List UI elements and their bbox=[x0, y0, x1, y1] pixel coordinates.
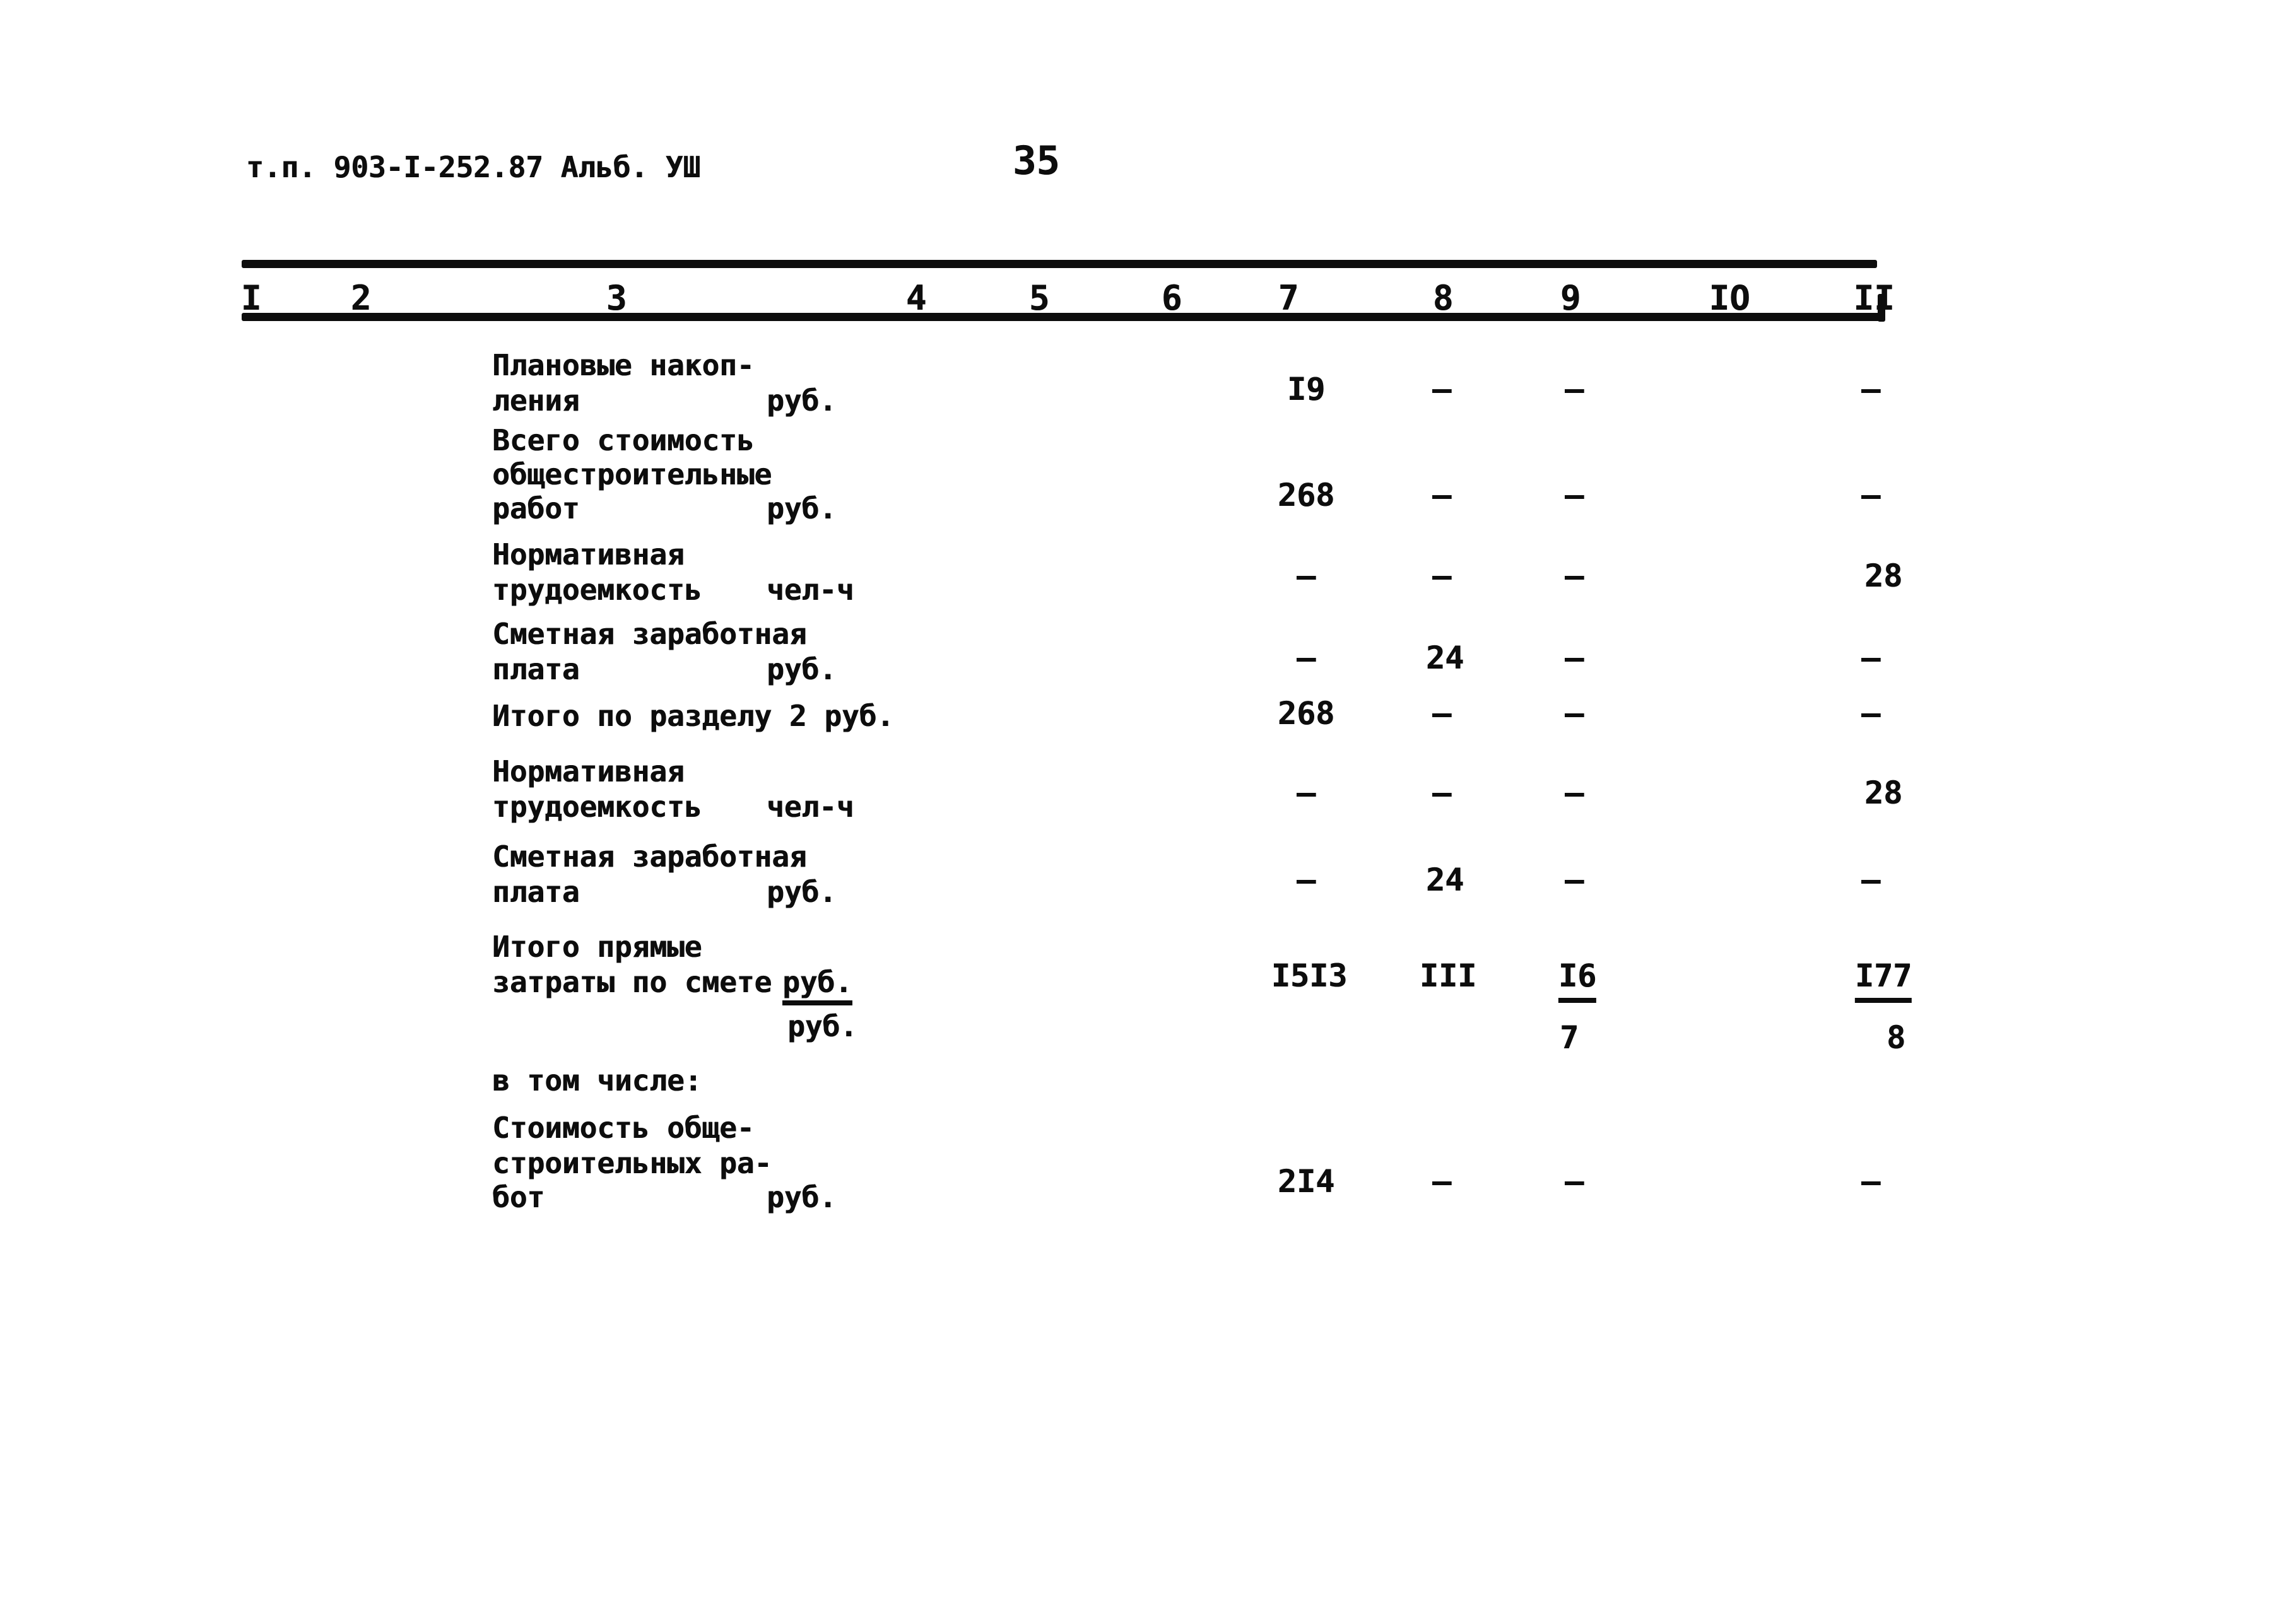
cell-col8: — bbox=[1432, 558, 1452, 594]
column-number-8: 8 bbox=[1432, 278, 1454, 318]
cell-col9: — bbox=[1564, 695, 1584, 732]
row-label-line: Всего стоимость bbox=[492, 423, 755, 457]
row-label-line: плата bbox=[492, 875, 580, 909]
row-unit: чел-ч bbox=[767, 790, 854, 824]
document-reference: т.п. 903-I-252.87 Альб. УШ bbox=[246, 150, 701, 184]
cell-col7: 268 bbox=[1277, 695, 1335, 732]
cell-col7: 268 bbox=[1277, 477, 1335, 513]
row-unit: руб. bbox=[767, 383, 837, 418]
column-number-4: 4 bbox=[905, 278, 927, 318]
cell-col11: 28 bbox=[1864, 775, 1903, 811]
row-label-line: трудоемкость bbox=[492, 573, 702, 607]
cell-col7: 2I4 bbox=[1277, 1163, 1335, 1200]
column-number-3: 3 bbox=[606, 278, 627, 318]
row-label-line: в том числе: bbox=[492, 1063, 702, 1098]
cell-col7: I5I3 bbox=[1271, 957, 1348, 994]
row-label-line: Нормативная bbox=[492, 537, 685, 571]
row-label-line: строительных ра- bbox=[492, 1146, 772, 1180]
cell-col7: — bbox=[1296, 862, 1316, 898]
cell-col7: — bbox=[1296, 558, 1316, 594]
row-unit: руб. bbox=[767, 491, 837, 525]
row-label-line: затраты по смете bbox=[492, 965, 772, 999]
cell-col9-numerator: I6 bbox=[1558, 960, 1597, 1003]
cell-col7: I9 bbox=[1286, 371, 1326, 407]
cell-col8: 24 bbox=[1425, 862, 1464, 898]
cell-col11-numerator: I77 bbox=[1854, 960, 1912, 1003]
row-label-line: Итого по разделу 2 руб. bbox=[492, 699, 894, 733]
cell-col9: — bbox=[1564, 1163, 1584, 1200]
cell-col8: — bbox=[1432, 695, 1452, 732]
column-number-9: 9 bbox=[1560, 278, 1581, 318]
column-number-11: II bbox=[1853, 278, 1895, 318]
cell-col9: — bbox=[1564, 862, 1584, 898]
row-unit: руб. bbox=[767, 1180, 837, 1214]
row-label-line: Нормативная bbox=[492, 754, 685, 788]
column-number-7: 7 bbox=[1278, 278, 1299, 318]
cell-col11: 28 bbox=[1864, 558, 1903, 594]
row-unit: чел-ч bbox=[767, 573, 854, 607]
cell-col11-denominator: 8 bbox=[1886, 1019, 1906, 1056]
row-label-line: общестроительные bbox=[492, 457, 772, 491]
cell-col8: — bbox=[1432, 371, 1452, 407]
row-label-line: плата bbox=[492, 652, 580, 686]
cell-col11: — bbox=[1861, 640, 1881, 676]
cell-col11: — bbox=[1861, 477, 1881, 513]
column-number-10: IO bbox=[1709, 278, 1750, 318]
table-header-bottom-rule bbox=[242, 313, 1882, 321]
cell-col11: — bbox=[1861, 695, 1881, 732]
cell-col8: 24 bbox=[1425, 640, 1464, 676]
column-number-6: 6 bbox=[1161, 278, 1182, 318]
row-unit: руб. bbox=[767, 875, 837, 909]
row-unit: руб. bbox=[767, 652, 837, 686]
row-label-line: Сметная заработная bbox=[492, 617, 807, 651]
cell-col8: — bbox=[1432, 477, 1452, 513]
cell-col9: — bbox=[1564, 640, 1584, 676]
table-top-rule bbox=[242, 260, 1877, 268]
row-unit-upper: руб. bbox=[782, 968, 852, 1005]
cell-col8: III bbox=[1419, 957, 1477, 994]
cell-col9: — bbox=[1564, 558, 1584, 594]
cell-col7: — bbox=[1296, 775, 1316, 811]
cell-col9: — bbox=[1564, 371, 1584, 407]
row-label-line: работ bbox=[492, 491, 580, 525]
cell-col8: — bbox=[1432, 1163, 1452, 1200]
row-label-line: бот bbox=[492, 1180, 545, 1214]
column-number-5: 5 bbox=[1028, 278, 1050, 318]
table-right-end-tick bbox=[1878, 294, 1885, 322]
cell-col11: — bbox=[1861, 1163, 1881, 1200]
cell-col9: — bbox=[1564, 775, 1584, 811]
column-number-1: I bbox=[240, 278, 262, 318]
cell-col9: — bbox=[1564, 477, 1584, 513]
row-label-line: трудоемкость bbox=[492, 790, 702, 824]
row-label-line: Итого прямые bbox=[492, 930, 702, 964]
cell-col8: — bbox=[1432, 775, 1452, 811]
row-label-line: Стоимость обще- bbox=[492, 1111, 755, 1145]
page-number: 35 bbox=[1013, 138, 1060, 184]
row-label-line: Плановые накоп- bbox=[492, 348, 755, 382]
row-label-line: ления bbox=[492, 383, 580, 418]
cell-col11: — bbox=[1861, 862, 1881, 898]
cell-col11: — bbox=[1861, 371, 1881, 407]
row-unit-lower: руб. bbox=[787, 1009, 857, 1043]
cell-col9-denominator: 7 bbox=[1559, 1019, 1579, 1056]
row-label-line: Сметная заработная bbox=[492, 840, 807, 874]
cell-col7: — bbox=[1296, 640, 1316, 676]
column-number-2: 2 bbox=[350, 278, 372, 318]
